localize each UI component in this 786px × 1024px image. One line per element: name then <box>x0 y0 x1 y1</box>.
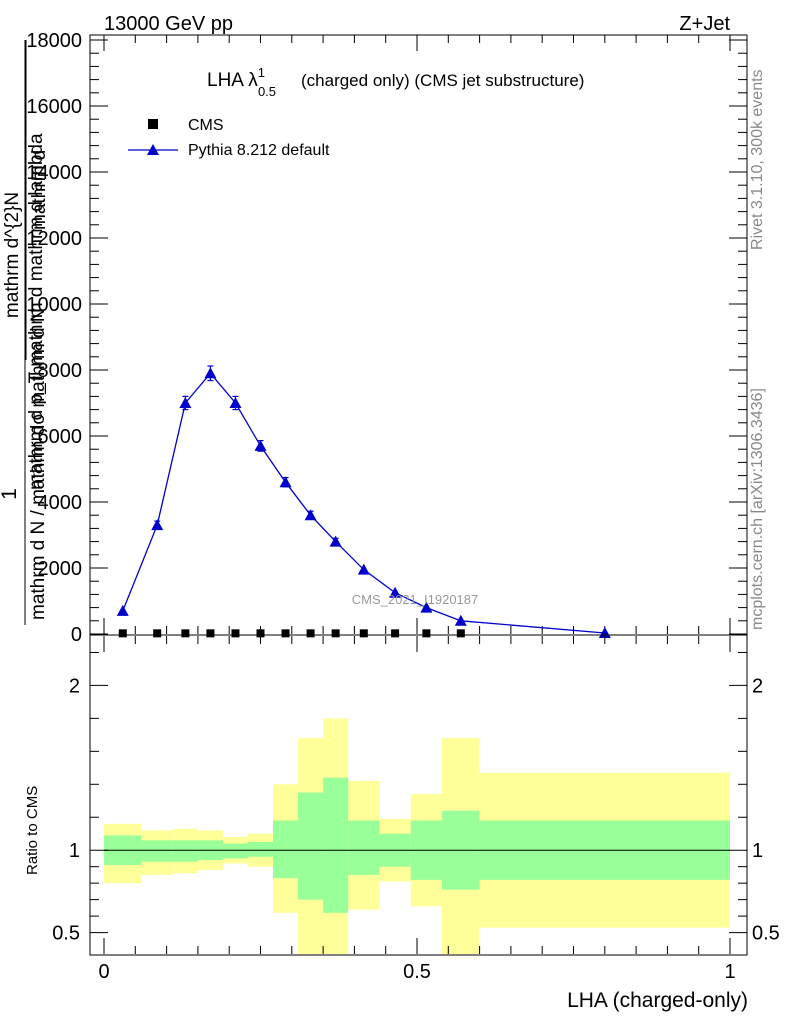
header-left: 13000 GeV pp <box>104 13 233 35</box>
main-y-tick-labels: 0 2000 4000 6000 8000 10000 12000 14000 16000 180… <box>26 30 82 646</box>
ylabel-inner-prefix: mathrm d <box>29 150 50 230</box>
y-tick-label: 2000 <box>38 558 83 580</box>
cms-point <box>306 629 315 638</box>
ratio-y-tick-label-left: 2 <box>69 675 80 697</box>
y-tick-label: 4000 <box>38 492 83 514</box>
ratio-band-inner <box>172 840 198 862</box>
cms-point <box>456 629 465 638</box>
x-tick-label: 0.5 <box>403 961 431 983</box>
pythia-point <box>254 439 267 451</box>
cms-point <box>281 629 290 638</box>
pythia-point <box>454 614 467 626</box>
y-tick-label: 10000 <box>26 294 82 316</box>
plot-title-sup: 1 <box>258 65 265 80</box>
y-tick-label: 14000 <box>26 162 82 184</box>
main-plot-panel: 0 2000 4000 6000 8000 10000 12000 14000 16000 180… <box>0 30 748 646</box>
ratio-band-inner <box>323 777 349 913</box>
rivet-label: Rivet 3.1.10, 300k events <box>749 69 766 250</box>
pythia-point <box>389 586 402 598</box>
pythia-point <box>420 601 433 613</box>
ylabel-numerator: 1 <box>0 488 21 500</box>
cms-point <box>153 629 162 638</box>
pythia-series <box>116 365 611 639</box>
cms-point <box>206 629 215 638</box>
ratio-plot-panel: 0.5 0.51 12 2 0 0.5 1 Ratio to CMS LHA (charg… <box>24 634 780 1012</box>
ratio-y-tick-labels: 0.5 0.5 1 1 2 2 <box>52 675 780 944</box>
y-tick-label: 8000 <box>38 360 83 382</box>
cms-point <box>256 629 265 638</box>
y-tick-label: 16000 <box>26 96 82 118</box>
ratio-plot-frame <box>89 634 748 956</box>
cms-point <box>181 629 190 638</box>
cms-point <box>391 629 400 638</box>
cms-point <box>231 629 240 638</box>
ratio-band-inner <box>298 792 324 900</box>
ratio-band-inner <box>273 820 299 879</box>
cms-point <box>331 629 340 638</box>
ylabel-denominator: mathrm d N / mathrm dσ mathrm d N <box>28 308 49 620</box>
pythia-point <box>329 535 342 547</box>
y-tick-label: 6000 <box>38 426 83 448</box>
pythia-point <box>279 476 292 488</box>
ratio-ticks <box>90 636 747 954</box>
y-tick-label: 18000 <box>26 30 82 52</box>
ratio-bands <box>104 718 730 954</box>
pythia-point <box>304 509 317 521</box>
header-right: Z+Jet <box>679 13 730 35</box>
plot-title-rest: (charged only) (CMS jet substructure) <box>301 71 584 90</box>
ratio-y-tick-label-right: 1 <box>752 840 763 862</box>
plot-title-sub: 0.5 <box>258 84 276 99</box>
x-axis-label: LHA (charged-only) <box>567 989 748 1012</box>
y-tick-label: 0 <box>71 624 82 646</box>
x-tick-label: 0 <box>98 961 109 983</box>
mcplots-label: mcplots.cern.ch [arXiv:1306.3436] <box>749 388 766 630</box>
plot-title: LHA λ1 0.5 <box>207 65 276 99</box>
ratio-y-tick-label-right: 0.5 <box>752 923 780 945</box>
ratio-y-tick-label-left: 1 <box>69 840 80 862</box>
ratio-y-tick-label-right: 2 <box>752 675 763 697</box>
cms-point <box>359 629 368 638</box>
ratio-band-inner <box>222 843 248 859</box>
plot-title-main: LHA λ <box>207 70 258 91</box>
ratio-y-axis-label: Ratio to CMS <box>24 786 41 875</box>
pythia-point <box>116 604 129 616</box>
legend-cms-label: CMS <box>188 117 224 134</box>
cms-point <box>422 629 431 638</box>
pythia-point <box>357 563 370 575</box>
ylabel-inner-numerator: mathrm d^{2}N <box>2 192 23 318</box>
cms-point <box>118 629 127 638</box>
ratio-band-inner <box>141 840 173 862</box>
cms-series <box>118 629 465 638</box>
ylabel-inner-denominator: mathrm d p_T mathrm d mathrm d lambda <box>26 133 47 490</box>
ratio-band-inner <box>348 820 380 875</box>
x-tick-label: 1 <box>724 961 735 983</box>
pythia-point <box>204 367 217 379</box>
legend-pythia-marker <box>147 144 159 155</box>
ratio-band-inner <box>247 841 274 857</box>
ratio-y-tick-label-left: 0.5 <box>52 923 80 945</box>
y-tick-label: 12000 <box>26 228 82 250</box>
main-y-axis-label: 1 mathrm d N / mathrm dσ mathrm d N math… <box>0 40 50 625</box>
main-ticks <box>90 35 747 635</box>
legend-pythia-label: Pythia 8.212 default <box>188 142 330 159</box>
pythia-point <box>229 397 242 408</box>
pythia-point <box>179 397 192 408</box>
pythia-line <box>122 372 605 634</box>
pythia-point <box>151 519 164 531</box>
legend: CMS Pythia 8.212 default <box>128 117 330 159</box>
legend-cms-marker <box>148 119 158 129</box>
x-tick-labels: 0 0.5 1 <box>98 961 735 983</box>
analysis-watermark: CMS_2021_I1920187 <box>352 592 479 607</box>
